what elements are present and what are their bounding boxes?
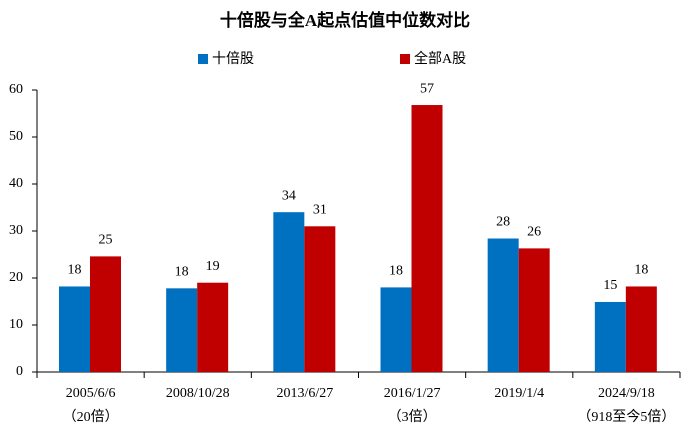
x-tick-label: 2016/1/27: [384, 386, 441, 401]
y-tick-label: 30: [9, 223, 23, 238]
bar: [411, 105, 443, 372]
value-label: 18: [634, 263, 648, 278]
y-tick-label: 0: [16, 364, 23, 379]
x-tick-note: （918至今5倍）: [577, 409, 675, 425]
bar: [380, 287, 412, 372]
bar: [166, 288, 198, 372]
bar: [273, 212, 305, 372]
bar: [197, 282, 229, 372]
y-tick-label: 10: [9, 317, 23, 332]
x-tick-label: 2013/6/27: [277, 386, 334, 401]
x-tick-note: （3倍）: [388, 409, 437, 425]
value-label: 18: [68, 263, 82, 278]
bar: [304, 226, 336, 372]
x-tick-label: 2024/9/18: [598, 386, 655, 401]
value-label: 34: [282, 188, 296, 203]
chart-title: 十倍股与全A起点估值中位数对比: [220, 10, 470, 30]
y-tick-label: 50: [9, 129, 23, 144]
bar: [59, 286, 90, 372]
value-label: 31: [313, 203, 327, 218]
value-label: 15: [603, 278, 617, 293]
legend-swatch: [400, 54, 410, 64]
legend-label: 十倍股: [212, 51, 254, 67]
x-tick-label: 2008/10/28: [166, 386, 230, 401]
value-label: 18: [389, 264, 403, 279]
x-tick-note: （20倍）: [63, 409, 119, 425]
legend-label: 全部A股: [414, 50, 466, 67]
y-tick-label: 20: [9, 270, 23, 285]
bar: [518, 248, 550, 372]
value-label: 18: [175, 265, 189, 280]
y-tick-label: 60: [9, 82, 23, 97]
bar: [625, 286, 657, 372]
y-tick-label: 40: [9, 176, 23, 191]
x-tick-label: 2019/1/4: [494, 386, 544, 401]
bar: [90, 256, 121, 372]
bar: [594, 301, 626, 372]
value-label: 25: [99, 233, 113, 248]
bar: [487, 238, 519, 372]
value-label: 57: [420, 81, 434, 96]
x-tick-label: 2005/6/6: [66, 386, 116, 401]
value-label: 28: [496, 215, 510, 230]
legend-swatch: [198, 54, 208, 64]
value-label: 19: [206, 259, 220, 274]
value-label: 26: [527, 225, 541, 240]
